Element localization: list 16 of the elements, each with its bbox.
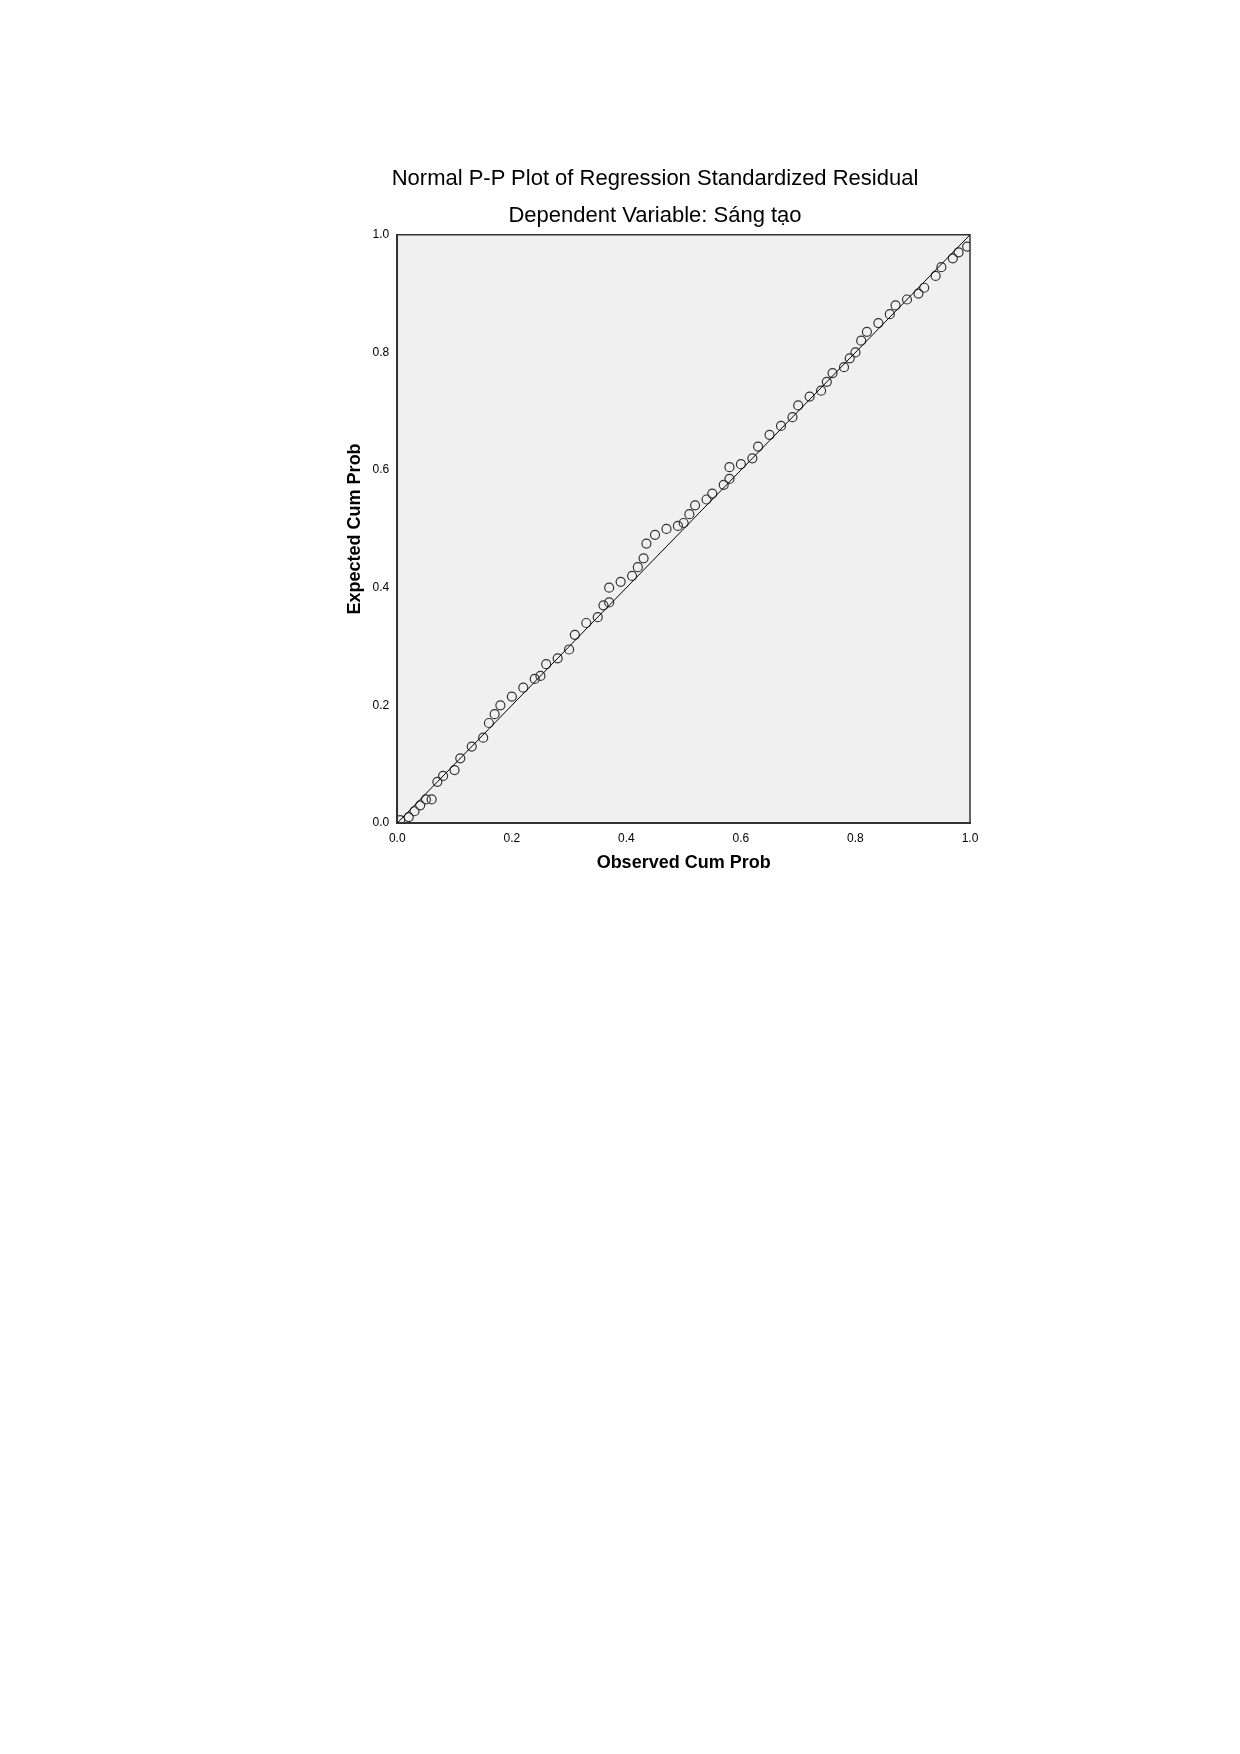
x-tick-label: 0.8 [847, 830, 865, 845]
y-tick-label: 0.4 [372, 580, 390, 595]
x-tick-label: 0.0 [388, 830, 406, 845]
x-axis-title: Observed Cum Prob [596, 852, 771, 873]
y-tick-label: 0.6 [372, 462, 390, 477]
x-tick-label: 0.2 [503, 830, 521, 845]
y-axis-title: Expected Cum Prob [343, 443, 364, 615]
x-tick-label: 0.6 [732, 830, 750, 845]
y-tick-label: 0.8 [372, 344, 390, 359]
chart-title: Normal P-P Plot of Regression Standardized Residual [391, 165, 919, 191]
x-tick-label: 0.4 [618, 830, 636, 845]
y-tick-label: 1.0 [372, 227, 390, 242]
chart-subtitle: Dependent Variable: Sáng tạo [508, 201, 802, 227]
x-tick-label: 1.0 [961, 830, 979, 845]
y-tick-label: 0.2 [372, 697, 390, 712]
y-tick-label: 0.0 [372, 815, 390, 830]
